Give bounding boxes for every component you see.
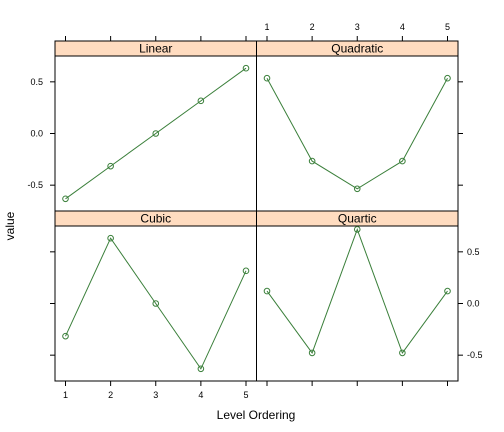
point-quartic-5 bbox=[444, 287, 451, 295]
point-cubic-4 bbox=[197, 365, 205, 373]
point-cubic-3 bbox=[152, 300, 160, 307]
y-tick-label-left-2: 0.0 bbox=[30, 129, 43, 139]
x-tick-label-top-1: 1 bbox=[264, 22, 269, 32]
x-tick-label-bottom-1: 1 bbox=[63, 390, 68, 400]
strip-label-linear: Linear bbox=[139, 42, 172, 56]
point-linear-1 bbox=[62, 195, 69, 203]
x-tick-label-bottom-3: 3 bbox=[153, 390, 158, 400]
point-quartic-1 bbox=[263, 287, 271, 295]
x-tick-label-top-3: 3 bbox=[355, 22, 360, 32]
y-tick-label-right-1: -0.5 bbox=[467, 350, 483, 360]
x-axis-title: Level Ordering bbox=[217, 408, 296, 422]
point-cubic-2 bbox=[107, 234, 114, 242]
series-line-quartic bbox=[266, 227, 448, 354]
x-tick-label-top-5: 5 bbox=[445, 22, 450, 32]
point-cubic-5 bbox=[242, 267, 250, 275]
x-tick-label-bottom-4: 4 bbox=[198, 390, 203, 400]
x-tick-label-top-2: 2 bbox=[310, 22, 315, 32]
y-axis-title: value bbox=[3, 211, 17, 240]
panel-frame-quartic bbox=[256, 225, 459, 382]
strip-label-cubic: Cubic bbox=[140, 212, 171, 226]
y-tick-label-right-3: 0.5 bbox=[467, 247, 480, 257]
point-cubic-1 bbox=[62, 332, 69, 340]
y-tick-label-right-2: 0.0 bbox=[467, 299, 480, 309]
point-quadratic-4 bbox=[399, 157, 406, 165]
x-tick-label-top-4: 4 bbox=[400, 22, 405, 32]
point-quartic-3 bbox=[353, 226, 361, 233]
point-linear-2 bbox=[107, 162, 114, 170]
series-line-quadratic bbox=[266, 77, 448, 190]
point-quadratic-5 bbox=[444, 74, 451, 82]
x-tick-label-bottom-2: 2 bbox=[108, 390, 113, 400]
series-line-cubic bbox=[65, 237, 247, 370]
point-quartic-4 bbox=[399, 349, 406, 357]
strip-label-quadratic: Quadratic bbox=[331, 42, 383, 56]
y-tick-label-left-1: -0.5 bbox=[27, 180, 43, 190]
panel-frame-quadratic bbox=[256, 55, 459, 212]
series-line-linear bbox=[65, 67, 247, 200]
point-linear-4 bbox=[197, 97, 205, 105]
x-tick-label-bottom-5: 5 bbox=[243, 390, 248, 400]
point-linear-3 bbox=[152, 130, 160, 137]
point-quadratic-3 bbox=[353, 185, 361, 193]
point-quartic-2 bbox=[308, 349, 316, 357]
point-quadratic-2 bbox=[308, 157, 316, 165]
point-linear-5 bbox=[242, 64, 250, 72]
strip-label-quartic: Quartic bbox=[338, 212, 377, 226]
point-quadratic-1 bbox=[263, 74, 271, 82]
y-tick-label-left-3: 0.5 bbox=[30, 77, 43, 87]
